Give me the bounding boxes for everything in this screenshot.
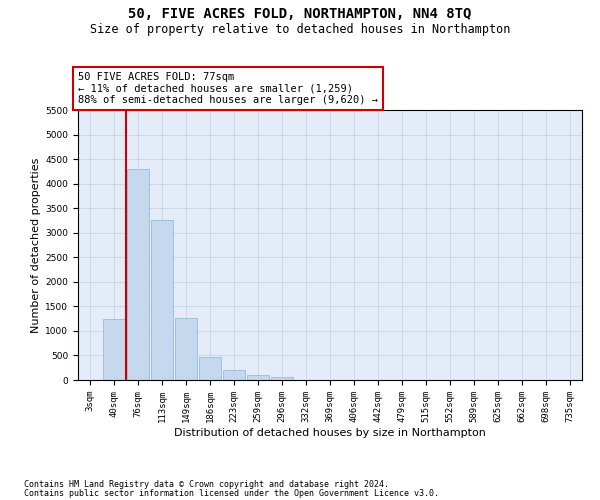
Bar — [127, 169, 149, 380]
Bar — [151, 220, 173, 380]
Bar — [199, 356, 221, 380]
Bar — [103, 318, 125, 380]
Text: Contains HM Land Registry data © Crown copyright and database right 2024.: Contains HM Land Registry data © Crown c… — [24, 480, 389, 489]
Bar — [223, 370, 245, 380]
X-axis label: Distribution of detached houses by size in Northampton: Distribution of detached houses by size … — [174, 428, 486, 438]
Y-axis label: Number of detached properties: Number of detached properties — [31, 158, 41, 332]
Bar — [175, 318, 197, 380]
Text: 50 FIVE ACRES FOLD: 77sqm
← 11% of detached houses are smaller (1,259)
88% of se: 50 FIVE ACRES FOLD: 77sqm ← 11% of detac… — [78, 72, 378, 105]
Text: 50, FIVE ACRES FOLD, NORTHAMPTON, NN4 8TQ: 50, FIVE ACRES FOLD, NORTHAMPTON, NN4 8T… — [128, 8, 472, 22]
Text: Size of property relative to detached houses in Northampton: Size of property relative to detached ho… — [90, 22, 510, 36]
Bar — [271, 376, 293, 380]
Bar — [247, 375, 269, 380]
Text: Contains public sector information licensed under the Open Government Licence v3: Contains public sector information licen… — [24, 489, 439, 498]
